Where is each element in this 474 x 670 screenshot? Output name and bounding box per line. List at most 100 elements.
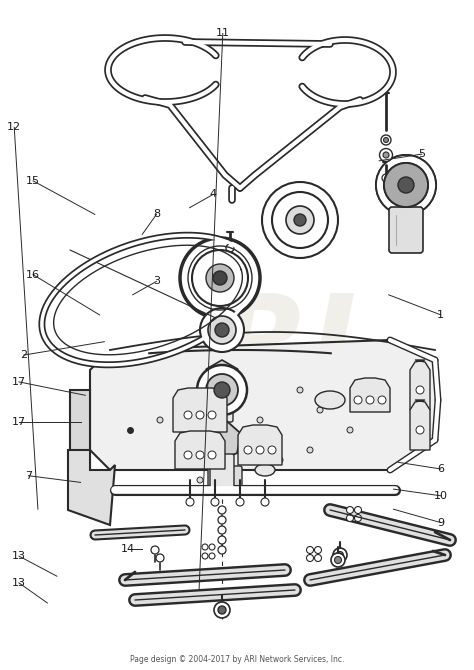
Text: 17: 17: [12, 377, 26, 387]
Polygon shape: [173, 388, 227, 432]
Circle shape: [213, 271, 227, 285]
Circle shape: [206, 374, 238, 406]
Circle shape: [416, 386, 424, 394]
Circle shape: [211, 498, 219, 506]
Polygon shape: [70, 390, 90, 490]
Circle shape: [268, 446, 276, 454]
Polygon shape: [350, 378, 390, 412]
Circle shape: [218, 606, 226, 614]
FancyBboxPatch shape: [208, 466, 242, 492]
Text: 11: 11: [216, 29, 230, 38]
Circle shape: [177, 447, 183, 453]
Circle shape: [202, 544, 208, 550]
FancyBboxPatch shape: [389, 207, 423, 253]
Text: 2: 2: [20, 350, 27, 360]
Circle shape: [218, 546, 226, 554]
Circle shape: [196, 451, 204, 459]
Circle shape: [200, 308, 244, 352]
Circle shape: [416, 426, 424, 434]
Ellipse shape: [315, 391, 345, 409]
Circle shape: [315, 555, 321, 561]
FancyBboxPatch shape: [210, 454, 234, 493]
Circle shape: [381, 135, 391, 145]
Circle shape: [346, 515, 354, 521]
Circle shape: [208, 411, 216, 419]
Text: 17: 17: [12, 417, 26, 427]
Polygon shape: [42, 235, 254, 364]
Circle shape: [346, 507, 354, 513]
Circle shape: [227, 432, 233, 438]
Circle shape: [206, 264, 234, 292]
Text: 16: 16: [26, 270, 40, 279]
Circle shape: [197, 365, 247, 415]
Circle shape: [383, 152, 389, 158]
Circle shape: [196, 411, 204, 419]
Circle shape: [331, 553, 345, 567]
Circle shape: [156, 554, 164, 562]
Text: 15: 15: [26, 176, 40, 186]
Circle shape: [398, 177, 414, 193]
Circle shape: [335, 557, 341, 563]
Circle shape: [184, 451, 192, 459]
Polygon shape: [410, 400, 430, 450]
Text: 5: 5: [419, 149, 425, 159]
Text: 4: 4: [210, 190, 217, 199]
Circle shape: [236, 498, 244, 506]
Text: 3: 3: [153, 277, 160, 286]
Polygon shape: [410, 360, 430, 410]
Circle shape: [192, 250, 248, 306]
Circle shape: [151, 546, 159, 554]
Circle shape: [378, 396, 386, 404]
Circle shape: [382, 174, 390, 182]
Circle shape: [355, 507, 362, 513]
Text: 1: 1: [438, 310, 444, 320]
Circle shape: [184, 411, 192, 419]
Circle shape: [354, 396, 362, 404]
Circle shape: [218, 516, 226, 524]
Circle shape: [244, 446, 252, 454]
Circle shape: [157, 417, 163, 423]
Circle shape: [294, 214, 306, 226]
Circle shape: [355, 515, 362, 521]
Text: 13: 13: [12, 578, 26, 588]
Circle shape: [376, 155, 436, 215]
Circle shape: [262, 182, 338, 258]
Polygon shape: [175, 431, 225, 469]
Circle shape: [215, 323, 229, 337]
Circle shape: [214, 602, 230, 618]
Circle shape: [366, 396, 374, 404]
Polygon shape: [68, 450, 115, 525]
Circle shape: [218, 526, 226, 534]
Circle shape: [337, 551, 344, 559]
Circle shape: [186, 498, 194, 506]
Circle shape: [197, 477, 203, 483]
Circle shape: [209, 544, 215, 550]
Circle shape: [237, 377, 243, 383]
Circle shape: [261, 498, 269, 506]
Text: 6: 6: [438, 464, 444, 474]
Circle shape: [384, 163, 428, 207]
Polygon shape: [238, 425, 282, 465]
Circle shape: [333, 548, 347, 562]
Circle shape: [214, 382, 230, 398]
Circle shape: [256, 446, 264, 454]
Circle shape: [218, 536, 226, 544]
Circle shape: [380, 149, 392, 161]
Circle shape: [257, 417, 263, 423]
Circle shape: [307, 547, 313, 553]
Text: 13: 13: [12, 551, 26, 561]
Text: ARI: ARI: [117, 289, 357, 411]
Circle shape: [376, 155, 436, 215]
Circle shape: [286, 206, 314, 234]
Circle shape: [384, 163, 428, 207]
Circle shape: [277, 457, 283, 463]
Circle shape: [347, 427, 353, 433]
Text: 7: 7: [25, 471, 32, 480]
Circle shape: [208, 316, 236, 344]
Text: 14: 14: [121, 545, 135, 554]
Circle shape: [180, 238, 260, 318]
Ellipse shape: [255, 464, 275, 476]
Circle shape: [218, 506, 226, 514]
Circle shape: [202, 553, 208, 559]
Text: 8: 8: [153, 210, 160, 219]
